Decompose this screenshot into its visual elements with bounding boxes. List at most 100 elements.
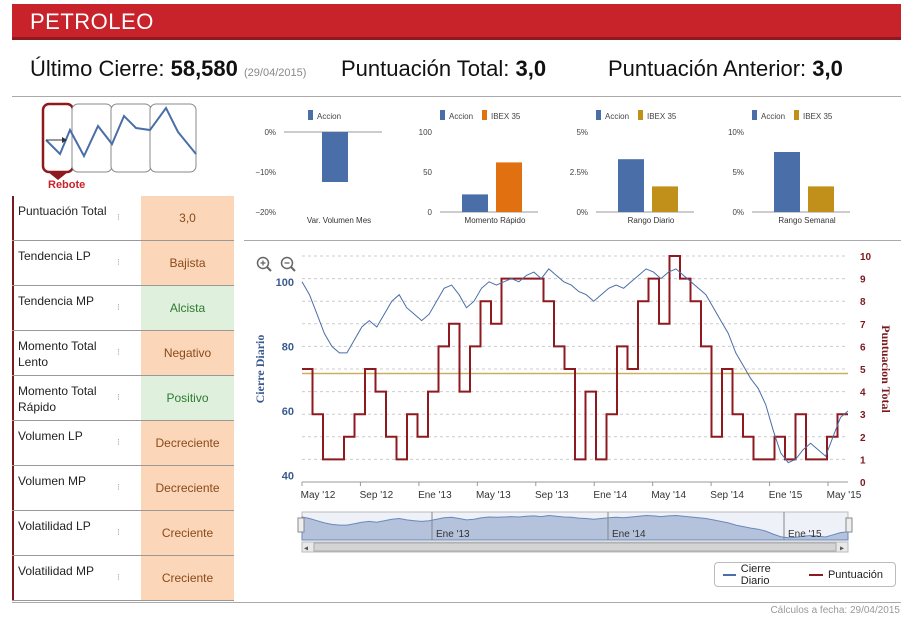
chart-legend[interactable]: Cierre Diario Puntuación: [714, 562, 896, 587]
navigator-handle-right[interactable]: [845, 517, 853, 533]
bar: [462, 194, 488, 212]
indicator-row-momento-total-lento: Momento Total Lento ⁝ Negativo: [12, 331, 234, 376]
indicator-value: Decreciente: [141, 466, 234, 510]
mini-chart-volumen: Accion 0% −10% −20% Var. Volumen Mes: [254, 104, 394, 235]
bar: [808, 186, 834, 212]
zoom-in-icon[interactable]: [256, 256, 272, 272]
y2-axis-title: Puntuacion Total: [879, 325, 890, 413]
tick-label: 50: [423, 168, 432, 177]
y2-tick-label: 2: [860, 433, 866, 444]
main-chart: 0 1 2 3 4 5 6 7 8 9 10 40 60 80 100 Cierre Diario Puntua…: [253, 252, 890, 553]
mini-chart-momento: Accion IBEX 35 100 50 0 Momento Rápido: [410, 104, 550, 235]
tick-label: 10%: [728, 128, 744, 137]
indicator-row-puntuaci-n-total: Puntuación Total ⁝ 3,0: [12, 196, 234, 241]
ultimo-cierre: Último Cierre: 58,580 (29/04/2015): [30, 56, 306, 82]
y2-tick-label: 10: [860, 252, 872, 263]
legend-label: IBEX 35: [491, 112, 521, 121]
puntuacion-anterior-label: Puntuación Anterior:: [608, 56, 807, 81]
zoom-out-icon[interactable]: [280, 256, 296, 272]
indicator-label: Tendencia MP: [12, 286, 130, 330]
indicator-row-volatilidad-lp: Volatilidad LP ⁝ Creciente: [12, 511, 234, 556]
legend-swatch: [308, 110, 313, 120]
sort-handle-icon: ⁝: [117, 437, 120, 447]
legend-swatch: [482, 110, 487, 120]
range-navigator[interactable]: Ene '13 Ene '14 Ene '15: [297, 511, 853, 541]
indicator-value: Bajista: [141, 241, 234, 285]
x-tick-label: Sep '12: [360, 490, 394, 501]
indicator-row-momento-total-r-pido: Momento Total Rápido ⁝ Positivo: [12, 376, 234, 421]
indicator-label: Momento Total Rápido: [12, 376, 130, 420]
legend-label: Accion: [761, 112, 785, 121]
sort-handle-icon: ⁝: [117, 212, 120, 222]
ultimo-cierre-value: 58,580: [170, 56, 238, 81]
calc-date: Cálculos a fecha: 29/04/2015: [770, 605, 900, 616]
puntuacion-total-value: 3,0: [515, 56, 547, 81]
bar: [774, 152, 800, 212]
indicator-label: Volumen LP: [12, 421, 130, 465]
y-axis-title: Cierre Diario: [253, 335, 267, 404]
puntuacion-anterior-value: 3,0: [812, 56, 843, 81]
ultimo-cierre-date: (29/04/2015): [244, 67, 307, 79]
indicator-value: Creciente: [141, 556, 234, 600]
x-tick-label: Sep '14: [710, 490, 744, 501]
tick-label: 0%: [264, 128, 276, 137]
bar: [652, 186, 678, 212]
mini-chart-title: Rango Semanal: [778, 216, 836, 225]
indicator-value: Positivo: [141, 376, 234, 420]
legend-swatch: [752, 110, 757, 120]
mini-chart-rango-diario: Accion IBEX 35 5% 2.5% 0% Rango Diario: [566, 104, 706, 235]
sort-handle-icon: ⁝: [117, 257, 120, 267]
pattern-label: Rebote: [48, 179, 86, 191]
y2-tick-label: 7: [860, 320, 866, 331]
mini-chart-title: Var. Volumen Mes: [307, 216, 371, 225]
navigator-label: Ene '13: [436, 529, 470, 540]
indicator-row-volumen-lp: Volumen LP ⁝ Decreciente: [12, 421, 234, 466]
x-tick-label: May '15: [827, 490, 862, 501]
y2-tick-label: 6: [860, 342, 866, 353]
scroll-right-arrow-icon[interactable]: ▸: [840, 544, 844, 553]
indicator-row-volatilidad-mp: Volatilidad MP ⁝ Creciente: [12, 556, 234, 601]
mini-chart-rango-semanal: Accion IBEX 35 10% 5% 0% Rango Semanal: [722, 104, 862, 235]
mini-chart-title: Rango Diario: [628, 216, 675, 225]
legend-swatch: [794, 110, 799, 120]
divider: [244, 240, 901, 241]
divider: [12, 602, 901, 603]
legend-cierre[interactable]: Cierre Diario: [723, 563, 797, 587]
tick-label: 0%: [732, 208, 744, 217]
x-tick-label: May '14: [651, 490, 686, 501]
indicator-row-volumen-mp: Volumen MP ⁝ Decreciente: [12, 466, 234, 511]
legend-line-icon: [723, 573, 736, 576]
puntuacion-anterior: Puntuación Anterior: 3,0: [608, 56, 843, 82]
indicator-row-tendencia-lp: Tendencia LP ⁝ Bajista: [12, 241, 234, 286]
tick-label: −20%: [255, 208, 276, 217]
navigator-series: [301, 514, 849, 541]
series-cierre-diario: [301, 268, 849, 464]
legend-label: Accion: [317, 112, 341, 121]
legend-swatch: [596, 110, 601, 120]
indicator-table: Puntuación Total ⁝ 3,0 Tendencia LP ⁝ Bajista…: [12, 196, 234, 601]
legend-label: Accion: [449, 112, 473, 121]
navigator-handle-left[interactable]: [297, 517, 305, 533]
legend-label: IBEX 35: [647, 112, 677, 121]
legend-puntuacion[interactable]: Puntuación: [808, 569, 883, 581]
sort-handle-icon: ⁝: [117, 347, 120, 357]
sort-handle-icon: ⁝: [117, 302, 120, 312]
bar: [322, 132, 348, 182]
tick-label: 2.5%: [570, 168, 588, 177]
legend-label: IBEX 35: [803, 112, 833, 121]
sort-handle-icon: ⁝: [117, 482, 120, 492]
indicator-label: Volumen MP: [12, 466, 130, 510]
sort-handle-icon: ⁝: [117, 392, 120, 402]
indicator-value: Creciente: [141, 511, 234, 555]
legend-swatch: [638, 110, 643, 120]
legend-label: Accion: [605, 112, 629, 121]
sort-handle-icon: ⁝: [117, 572, 120, 582]
y2-tick-label: 0: [860, 478, 866, 489]
summary-bar: Último Cierre: 58,580 (29/04/2015) Puntu…: [30, 56, 912, 86]
y-tick-label: 80: [282, 341, 294, 353]
ultimo-cierre-label: Último Cierre:: [30, 56, 165, 81]
scrollbar-thumb[interactable]: [313, 542, 837, 552]
scroll-left-arrow-icon[interactable]: ◂: [304, 544, 308, 553]
divider: [12, 96, 901, 97]
tick-label: 5%: [732, 168, 744, 177]
